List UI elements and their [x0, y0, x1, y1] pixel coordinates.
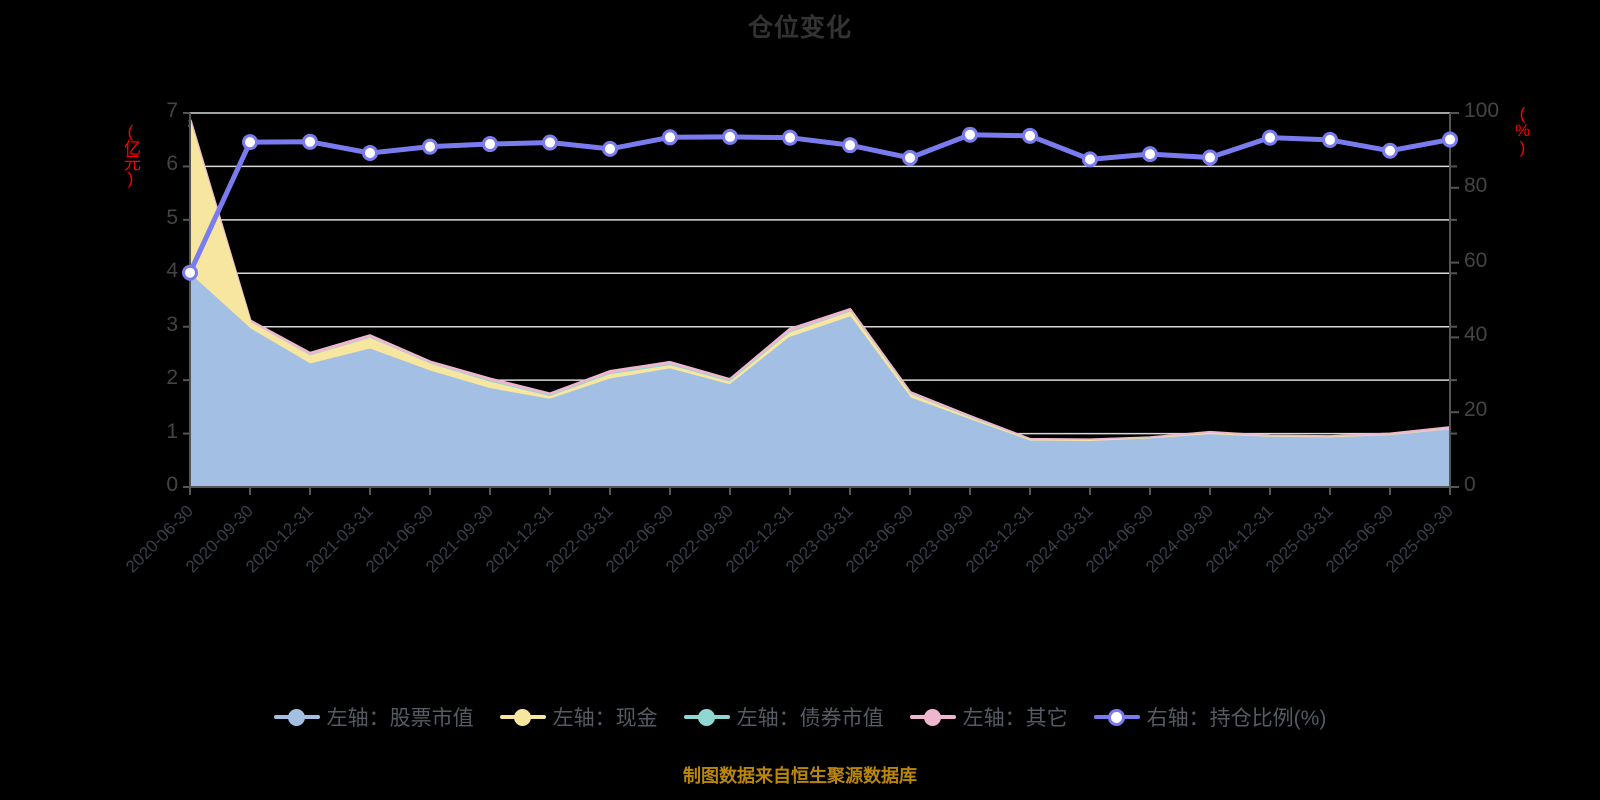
legend-item-label: 右轴：持仓比例(%)	[1146, 707, 1327, 730]
area-dot-icon	[909, 706, 956, 728]
right-axis-tick-label: 80	[1464, 173, 1488, 197]
ratio-data-point	[782, 129, 798, 146]
right-axis-tick-label: 100	[1464, 99, 1500, 122]
left-axis-tick-label: 2	[166, 366, 178, 390]
legend-dot-swatch	[1107, 709, 1125, 726]
chart-legend: 左轴：股票市值 左轴：现金 左轴：债券市值 左轴：其它 右轴：持仓比例(%)	[0, 702, 1600, 732]
ratio-data-point	[842, 137, 858, 154]
ratio-data-point	[602, 140, 618, 157]
ratio-data-point	[962, 126, 978, 143]
ratio-data-point	[242, 134, 258, 151]
ratio-data-point	[1202, 149, 1218, 166]
left-axis-tick-label: 1	[166, 419, 178, 443]
ratio-data-point	[902, 149, 918, 166]
right-axis-unit-label: (%)	[1513, 104, 1532, 155]
legend-dot-swatch	[697, 709, 715, 726]
ratio-data-point	[1322, 131, 1338, 148]
page-title: 仓位变化	[747, 14, 852, 42]
ratio-data-point	[1442, 131, 1458, 148]
right-axis-tick-label: 60	[1464, 248, 1488, 272]
ratio-data-point	[722, 128, 738, 145]
legend-item-3[interactable]: 左轴：其它	[909, 702, 1068, 732]
ratio-data-point	[1262, 129, 1278, 146]
left-axis-tick-label: 4	[166, 259, 178, 283]
legend-item-2[interactable]: 左轴：债券市值	[683, 702, 884, 732]
area-dot-icon	[499, 706, 546, 728]
left-axis-unit-label: (亿元)	[121, 122, 140, 186]
right-axis-tick-label: 20	[1464, 398, 1488, 422]
ratio-data-point	[362, 145, 378, 162]
ratio-data-point	[422, 138, 438, 155]
ratio-line-series	[187, 132, 1453, 276]
ratio-data-point	[1142, 146, 1158, 163]
legend-item-label: 左轴：现金	[552, 707, 658, 730]
ratio-data-point	[1082, 151, 1098, 168]
right-axis-tick-label: 40	[1464, 323, 1488, 347]
legend-item-1[interactable]: 左轴：现金	[499, 702, 658, 732]
left-axis-tick-label: 6	[166, 152, 178, 176]
legend-dot-swatch	[923, 709, 941, 726]
area-series-edge-0	[188, 274, 1451, 445]
legend-item-label: 左轴：其它	[962, 707, 1068, 730]
ratio-data-point	[662, 129, 678, 146]
left-axis-tick-label: 0	[166, 473, 178, 496]
area-dot-icon	[273, 706, 320, 728]
line-dot-icon	[1093, 706, 1140, 728]
legend-item-label: 左轴：股票市值	[326, 707, 474, 730]
legend-item-4[interactable]: 右轴：持仓比例(%)	[1093, 702, 1327, 732]
legend-item-label: 左轴：债券市值	[736, 707, 884, 730]
legend-item-0[interactable]: 左轴：股票市值	[273, 702, 474, 732]
area-series-edge-3	[188, 119, 1451, 442]
left-axis-tick-label: 3	[166, 312, 178, 336]
legend-dot-swatch	[513, 709, 531, 726]
ratio-data-point	[182, 264, 198, 281]
ratio-data-point	[302, 133, 318, 150]
left-axis-tick-label: 7	[166, 99, 178, 122]
area-series-0	[190, 275, 1450, 487]
legend-dot-swatch	[287, 709, 305, 726]
ratio-data-point	[542, 134, 558, 151]
area-dot-icon	[683, 706, 730, 728]
ratio-data-point	[1022, 127, 1038, 144]
left-axis-tick-label: 5	[166, 205, 178, 229]
ratio-data-point	[1382, 142, 1398, 159]
footer-source-note: 制图数据来自恒生聚源数据库	[683, 766, 917, 786]
right-axis-tick-label: 0	[1464, 473, 1476, 496]
ratio-data-point	[482, 136, 498, 153]
